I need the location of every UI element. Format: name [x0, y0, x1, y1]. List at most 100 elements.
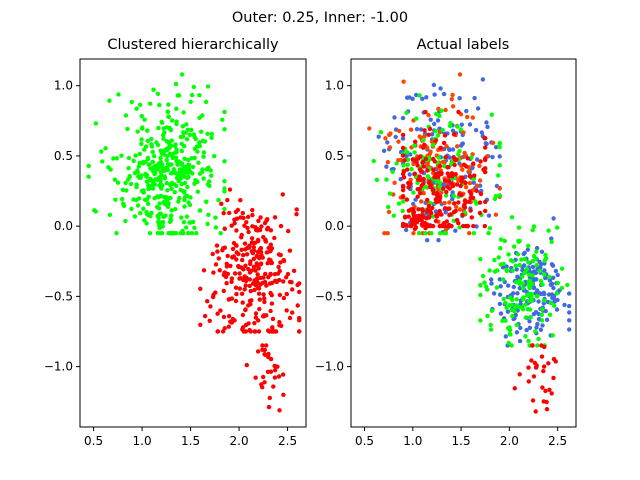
- scatter-point: [169, 138, 174, 143]
- scatter-point: [440, 127, 445, 133]
- scatter-point: [189, 231, 195, 236]
- scatter-point: [453, 208, 458, 214]
- scatter-point: [445, 223, 451, 229]
- scatter-point: [400, 136, 406, 141]
- scatter-point: [526, 243, 531, 248]
- scatter-point: [272, 215, 278, 220]
- scatter-point: [398, 158, 404, 163]
- scatter-point: [542, 268, 547, 273]
- scatter-point: [162, 174, 167, 179]
- scatter-point: [265, 369, 271, 374]
- scatter-point: [418, 154, 423, 159]
- scatter-point: [477, 183, 483, 188]
- x-tick-label: 2.5: [548, 434, 567, 448]
- scatter-point: [233, 285, 239, 290]
- scatter-point: [456, 152, 461, 157]
- scatter-point: [529, 295, 534, 300]
- scatter-point: [450, 190, 455, 195]
- scatter-point: [261, 374, 266, 380]
- scatter-point: [269, 293, 274, 298]
- scatter-point: [513, 304, 519, 310]
- scatter-point: [189, 156, 194, 161]
- scatter-point: [139, 141, 144, 147]
- scatter-point: [515, 291, 520, 296]
- scatter-point: [199, 129, 204, 134]
- scatter-point: [166, 102, 171, 107]
- scatter-point: [514, 297, 519, 302]
- scatter-point: [412, 150, 417, 155]
- scatter-point: [230, 255, 235, 260]
- y-tick-label: −1.0: [44, 360, 73, 374]
- scatter-point: [423, 156, 428, 162]
- scatter-point: [552, 303, 557, 308]
- scatter-point: [286, 228, 291, 234]
- scatter-point: [453, 204, 459, 209]
- scatter-point: [184, 164, 189, 169]
- scatter-point: [410, 96, 415, 102]
- scatter-point: [265, 217, 270, 222]
- scatter-point: [538, 278, 544, 284]
- scatter-point: [287, 279, 293, 285]
- scatter-point: [440, 223, 446, 229]
- scatter-point: [461, 204, 467, 209]
- scatter-point: [278, 260, 283, 265]
- scatter-point: [454, 182, 460, 187]
- scatter-point: [522, 263, 527, 268]
- scatter-point: [267, 395, 272, 401]
- scatter-point: [171, 167, 176, 172]
- scatter-point: [180, 167, 186, 172]
- scatter-point: [497, 277, 502, 282]
- scatter-point: [433, 209, 439, 214]
- scatter-point: [450, 92, 455, 98]
- scatter-point: [116, 92, 121, 97]
- scatter-point: [443, 154, 448, 160]
- scatter-point: [477, 200, 483, 205]
- scatter-point: [268, 308, 273, 314]
- scatter-point: [385, 140, 390, 145]
- scatter-point: [416, 207, 421, 212]
- scatter-point: [567, 310, 572, 315]
- scatter-point: [453, 172, 458, 177]
- right-scatter-points: [367, 72, 572, 414]
- scatter-point: [161, 132, 166, 138]
- scatter-point: [511, 284, 516, 290]
- scatter-point: [387, 191, 393, 196]
- scatter-point: [200, 138, 205, 144]
- scatter-point: [256, 291, 262, 296]
- scatter-point: [195, 189, 200, 194]
- scatter-point: [526, 283, 532, 288]
- scatter-point: [182, 170, 187, 176]
- scatter-point: [93, 121, 99, 126]
- scatter-point: [243, 283, 248, 288]
- scatter-point: [433, 128, 438, 134]
- scatter-point: [209, 135, 214, 140]
- scatter-point: [510, 268, 515, 273]
- scatter-point: [414, 127, 420, 132]
- scatter-point: [497, 144, 502, 150]
- scatter-point: [251, 245, 256, 250]
- scatter-point: [475, 106, 481, 111]
- scatter-point: [449, 97, 454, 102]
- scatter-point: [533, 270, 538, 276]
- scatter-point: [555, 280, 561, 286]
- scatter-point: [125, 126, 130, 132]
- scatter-point: [534, 245, 540, 251]
- scatter-point: [409, 207, 414, 212]
- scatter-point: [441, 140, 447, 146]
- scatter-point: [439, 212, 444, 217]
- scatter-point: [420, 96, 425, 102]
- scatter-point: [164, 197, 169, 203]
- scatter-point: [452, 201, 457, 206]
- scatter-point: [151, 180, 156, 185]
- scatter-point: [240, 325, 246, 330]
- scatter-point: [212, 154, 217, 159]
- scatter-point: [411, 216, 416, 221]
- scatter-point: [193, 136, 198, 142]
- scatter-point: [277, 292, 283, 298]
- scatter-point: [551, 285, 556, 291]
- scatter-point: [170, 171, 175, 176]
- scatter-point: [517, 372, 522, 377]
- scatter-point: [272, 235, 277, 241]
- scatter-point: [460, 141, 465, 146]
- scatter-point: [166, 163, 171, 168]
